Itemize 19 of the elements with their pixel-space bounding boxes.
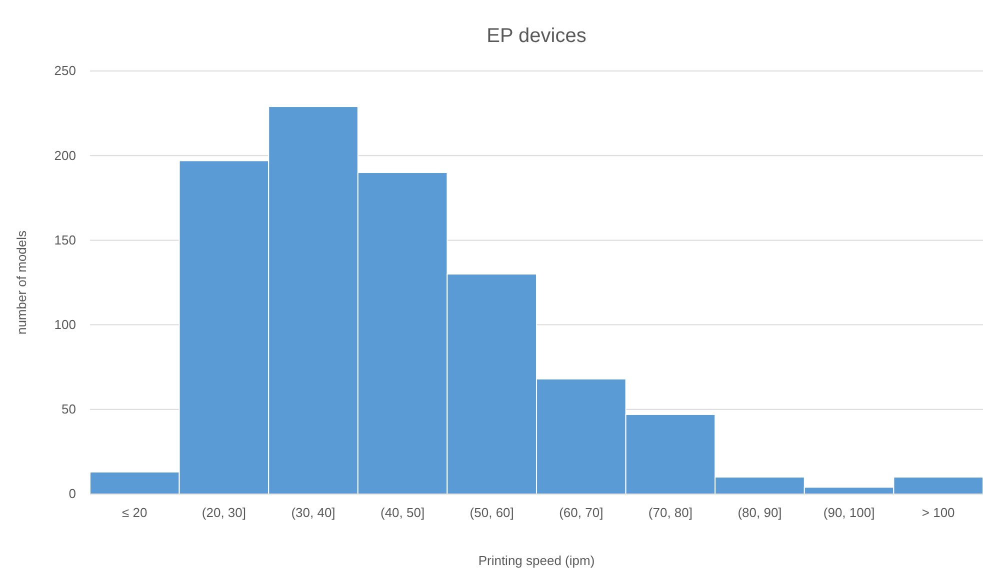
x-tick-label: (70, 80] bbox=[648, 505, 692, 520]
x-axis-title: Printing speed (ipm) bbox=[478, 553, 595, 568]
x-tick-label: (20, 30] bbox=[202, 505, 246, 520]
y-tick-label: 200 bbox=[54, 148, 76, 163]
y-tick-label: 250 bbox=[54, 63, 76, 78]
y-tick-label: 50 bbox=[62, 402, 76, 417]
x-tick-label: (90, 100] bbox=[823, 505, 875, 520]
x-tick-label: (40, 50] bbox=[380, 505, 425, 520]
x-tick-label: (80, 90] bbox=[738, 505, 782, 520]
chart-title: EP devices bbox=[486, 25, 586, 47]
y-tick-label: 0 bbox=[68, 486, 76, 502]
y-tick-label: 150 bbox=[54, 232, 76, 248]
x-tick-label: (30, 40] bbox=[291, 505, 336, 520]
x-tick-label: ≤ 20 bbox=[122, 505, 148, 520]
x-tick-label: (50, 60] bbox=[470, 505, 514, 520]
y-axis-title: number of models bbox=[14, 230, 29, 335]
x-tick-label: (60, 70] bbox=[559, 505, 604, 520]
x-tick-label: > 100 bbox=[922, 505, 955, 520]
y-tick-label: 100 bbox=[54, 316, 76, 332]
